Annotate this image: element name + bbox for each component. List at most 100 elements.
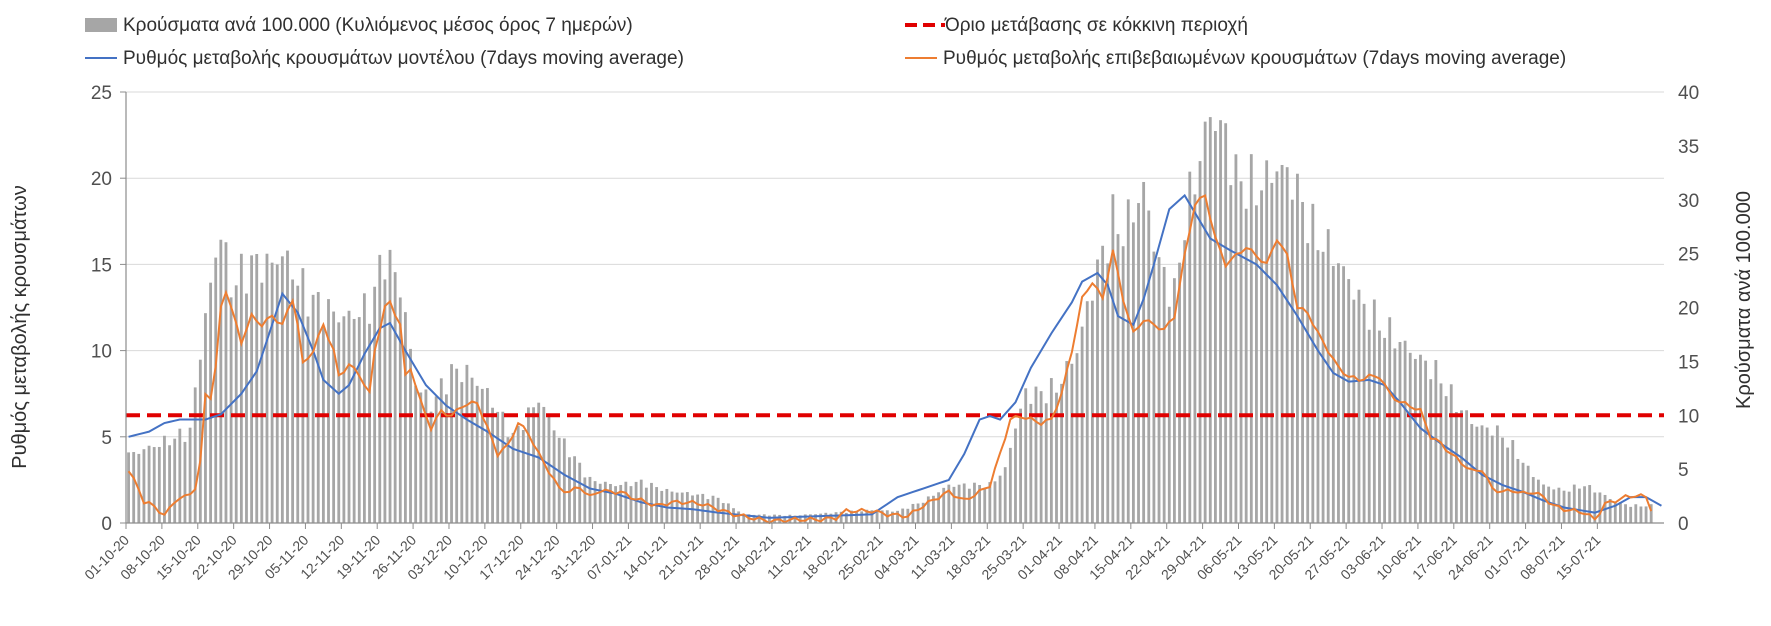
bar — [1229, 185, 1233, 523]
bar — [1639, 506, 1643, 523]
bar — [814, 514, 817, 523]
bar — [491, 407, 494, 523]
bar — [1075, 353, 1079, 523]
bar — [603, 481, 607, 523]
bar — [957, 484, 961, 523]
bar — [1224, 123, 1228, 523]
bar — [588, 476, 592, 523]
bar — [1044, 403, 1048, 523]
bar — [557, 437, 561, 523]
bar — [234, 285, 238, 523]
bar — [942, 487, 946, 523]
bar — [737, 511, 741, 523]
bar — [527, 407, 530, 523]
bar — [1593, 492, 1597, 523]
bar — [1008, 447, 1012, 523]
bar — [219, 239, 223, 524]
left-tick-label: 0 — [101, 514, 112, 535]
bar — [280, 256, 284, 523]
bar — [998, 475, 1002, 523]
bar — [973, 482, 976, 523]
bar — [1367, 329, 1371, 523]
bar — [1362, 303, 1366, 523]
bar — [1572, 484, 1576, 523]
bar — [1157, 257, 1161, 523]
bar — [178, 428, 182, 523]
bar — [1060, 383, 1064, 523]
bar — [1003, 467, 1007, 523]
left-tick-label: 5 — [101, 428, 112, 449]
line-series — [127, 193, 1662, 525]
left-axis-ticks: 0 5 10 15 20 25 — [91, 83, 126, 535]
bar — [1244, 208, 1248, 523]
left-axis-title: Ρυθμός μεταβολής κρουσμάτων — [9, 185, 31, 469]
bar — [245, 293, 248, 523]
bar — [650, 482, 653, 523]
bars-series — [127, 117, 1653, 524]
bar — [475, 385, 479, 523]
bar — [301, 268, 305, 523]
legend-label-bars: Κρούσματα ανά 100.000 (Κυλιόμενος μέσος … — [123, 15, 633, 36]
bar — [1167, 306, 1171, 523]
bar — [1090, 300, 1094, 523]
bar — [521, 430, 525, 523]
bar — [578, 462, 582, 523]
bar — [1475, 426, 1479, 523]
bar — [1598, 492, 1602, 523]
bar — [1306, 243, 1310, 523]
bar — [624, 481, 628, 523]
bar — [127, 452, 130, 523]
right-axis-ticks: 0 5 10 15 20 25 30 35 40 — [1678, 83, 1699, 535]
bar — [1352, 299, 1356, 523]
bar — [1413, 358, 1417, 523]
bar — [1198, 161, 1202, 523]
bar — [337, 322, 341, 523]
bar — [450, 364, 453, 523]
bar — [321, 325, 325, 523]
bar — [839, 511, 843, 523]
bar — [696, 494, 700, 523]
bar — [685, 492, 689, 523]
bar — [1214, 131, 1217, 523]
bar — [562, 438, 566, 523]
bar — [1408, 352, 1412, 523]
bar — [1578, 488, 1581, 523]
bar — [214, 257, 218, 523]
bar — [1331, 266, 1335, 523]
bar — [1531, 477, 1535, 523]
bar — [619, 484, 623, 523]
bar — [880, 510, 884, 523]
right-tick-label: 30 — [1678, 191, 1699, 212]
bar — [455, 368, 459, 523]
bar — [1193, 194, 1197, 523]
axes — [125, 92, 1664, 524]
bar — [1321, 251, 1325, 523]
bar — [188, 427, 192, 523]
bar — [767, 515, 771, 523]
bar — [286, 250, 289, 523]
bar — [701, 493, 705, 523]
right-tick-label: 35 — [1678, 137, 1699, 158]
grid — [126, 91, 1664, 438]
bar — [532, 407, 535, 523]
bar — [1142, 181, 1146, 524]
bar — [1588, 485, 1592, 523]
bar — [988, 482, 992, 523]
bar — [429, 411, 433, 523]
bar — [163, 435, 166, 523]
bar — [1172, 278, 1176, 523]
bar — [644, 487, 648, 523]
bar — [891, 511, 894, 523]
bar — [1470, 424, 1474, 523]
bar — [1613, 501, 1617, 523]
bar — [511, 432, 515, 523]
bar — [311, 294, 315, 523]
bar — [1131, 222, 1135, 523]
bar — [439, 378, 443, 523]
bar — [198, 359, 202, 523]
bar — [147, 445, 151, 523]
bar — [926, 496, 930, 523]
bar — [609, 484, 612, 523]
bar — [368, 323, 371, 523]
